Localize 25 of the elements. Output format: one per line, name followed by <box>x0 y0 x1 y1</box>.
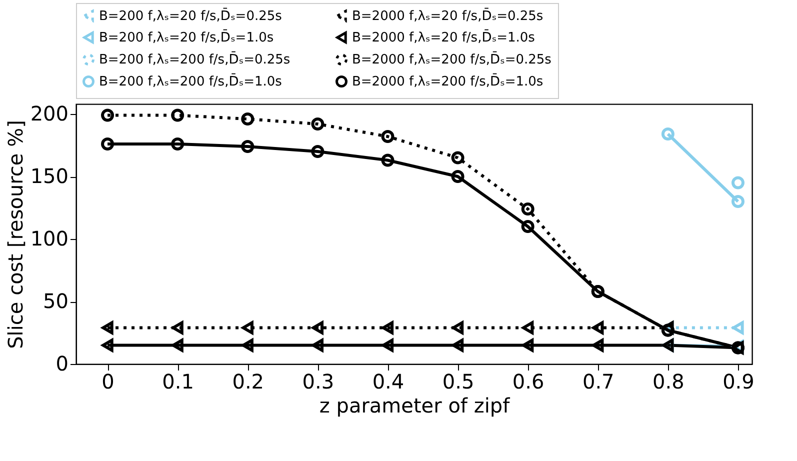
y-tick-label: 100 <box>30 226 68 250</box>
x-tick-label: 0.4 <box>372 370 404 394</box>
legend-label: B=2000 f,λₛ=20 f/s,D̄ₛ=0.25s <box>352 8 544 24</box>
x-tick-label: 0.3 <box>302 370 334 394</box>
x-tick-label: 0.1 <box>162 370 194 394</box>
x-axis-title: z parameter of zipf <box>319 394 511 418</box>
x-tick-label: 0.6 <box>512 370 544 394</box>
legend-label: B=2000 f,λₛ=20 f/s,D̄ₛ=1.0s <box>352 29 536 46</box>
legend-label: B=200 f,λₛ=20 f/s,D̄ₛ=1.0s <box>99 29 274 46</box>
x-tick-label: 0.8 <box>652 370 684 394</box>
y-axis-title: Slice cost [resource %] <box>3 120 28 349</box>
y-tick-label: 200 <box>30 102 68 126</box>
y-tick-label: 150 <box>30 164 68 188</box>
legend-label: B=200 f,λₛ=200 f/s,D̄ₛ=0.25s <box>99 51 290 68</box>
legend-label: B=2000 f,λₛ=200 f/s,D̄ₛ=0.25s <box>352 51 552 68</box>
x-tick-label: 0.7 <box>582 370 614 394</box>
x-tick-label: 0 <box>102 370 114 394</box>
legend-label: B=200 f,λₛ=20 f/s,D̄ₛ=0.25s <box>99 8 282 24</box>
x-tick-label: 0.2 <box>232 370 264 394</box>
legend-label: B=2000 f,λₛ=200 f/s,D̄ₛ=1.0s <box>352 73 544 90</box>
x-tick-label: 0.5 <box>442 370 474 394</box>
y-tick-label: 0 <box>56 352 68 376</box>
x-tick-label: 0.9 <box>722 370 754 394</box>
legend-label: B=200 f,λₛ=200 f/s,D̄ₛ=1.0s <box>99 73 282 90</box>
y-tick-label: 50 <box>43 289 68 313</box>
